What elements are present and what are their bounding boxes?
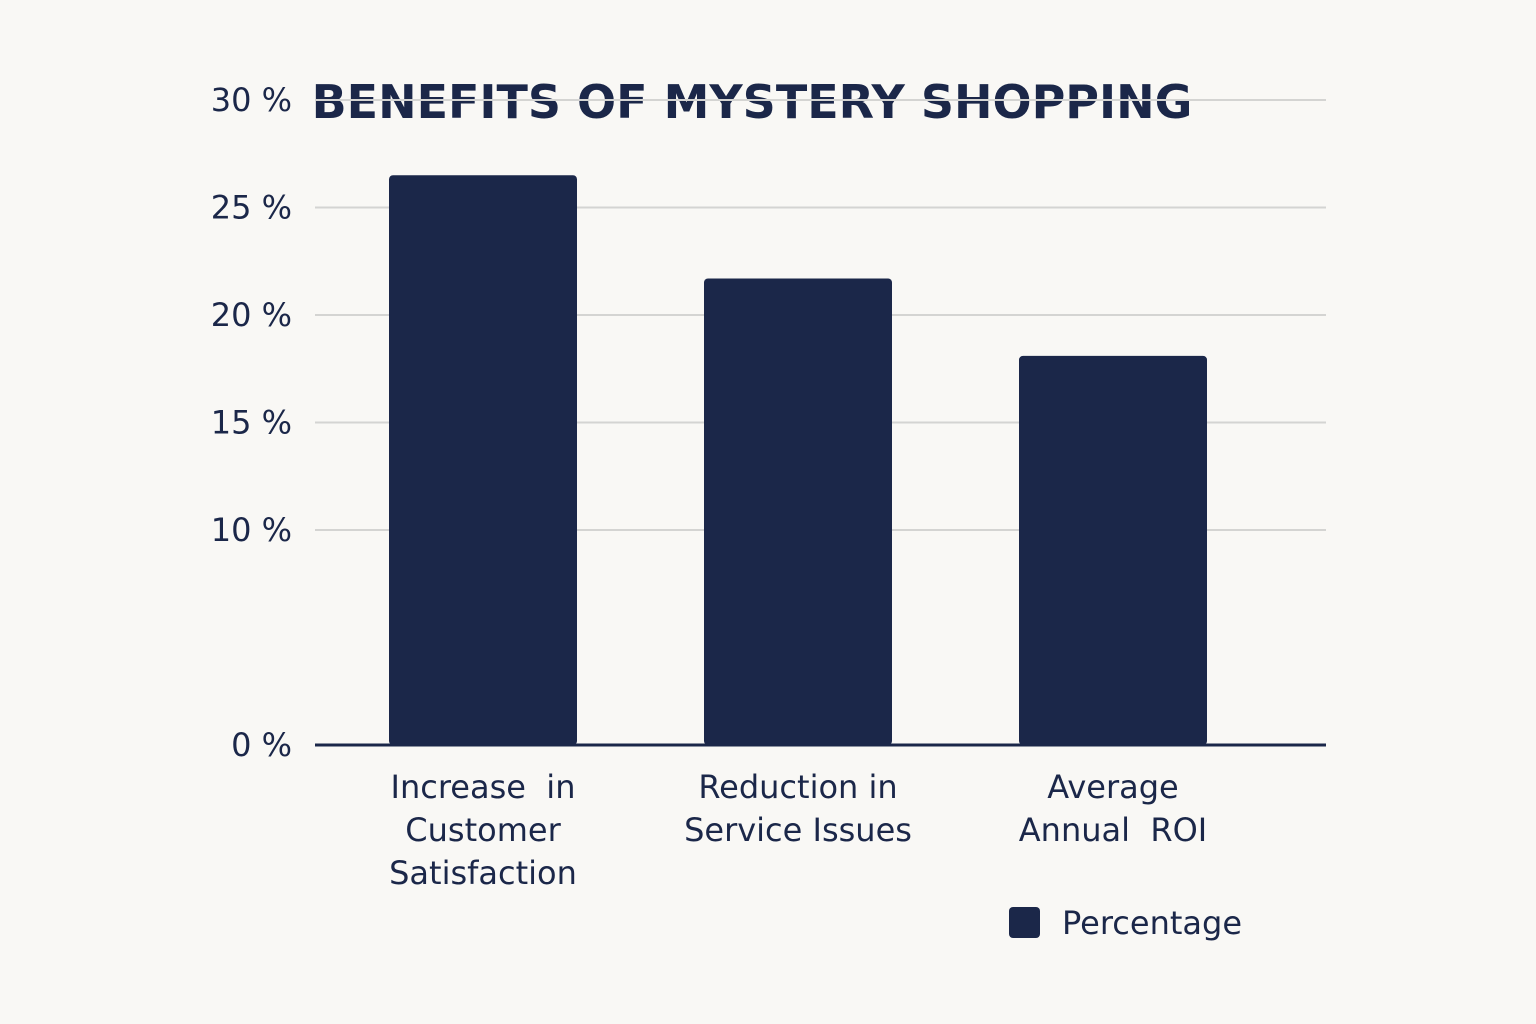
legend: Percentage [1009, 904, 1242, 942]
y-tick-label: 10 % [211, 511, 292, 549]
bars [389, 175, 1207, 745]
x-category-label: Increase in Customer Satisfaction [389, 768, 577, 892]
bar [1019, 355, 1207, 745]
y-axis-ticks: 0 % 10 % 15 % 20 % 25 % 30 % [211, 81, 292, 764]
y-tick-label: 15 % [211, 404, 292, 442]
y-tick-label: 30 % [211, 81, 292, 119]
legend-swatch [1009, 907, 1040, 938]
x-category-label: Reduction in Service Issues [684, 768, 912, 849]
bar [704, 278, 892, 745]
y-tick-label: 25 % [211, 189, 292, 227]
y-tick-label: 0 % [231, 726, 292, 764]
bar [389, 175, 577, 745]
chart-title: BENEFITS OF MYSTERY SHOPPING [312, 75, 1193, 129]
y-tick-label: 20 % [211, 296, 292, 334]
x-category-label: Average Annual ROI [1019, 768, 1207, 849]
x-axis-categories: Increase in Customer Satisfaction Reduction… [389, 768, 1207, 892]
legend-label: Percentage [1062, 904, 1242, 942]
